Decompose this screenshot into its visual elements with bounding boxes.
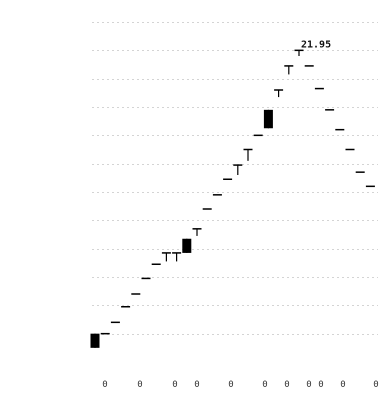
candle [192, 228, 202, 236]
candle-body [90, 333, 100, 348]
candle [274, 89, 284, 98]
candle-body [182, 238, 192, 253]
x-tick-label: 0 [228, 380, 233, 390]
candle-body [263, 109, 273, 129]
candle [233, 164, 243, 175]
x-tick-label: 0 [306, 380, 311, 390]
price-annotation: 21.95 [301, 39, 331, 50]
x-tick-label: 0 [262, 380, 267, 390]
candle [172, 252, 182, 262]
candle [284, 65, 294, 75]
candle [294, 49, 304, 56]
candle [243, 148, 253, 161]
x-tick-label: 0 [102, 380, 107, 390]
candle [90, 333, 100, 348]
candle [161, 252, 171, 262]
x-tick-label: 0 [318, 380, 323, 390]
x-tick-label: 0 [172, 380, 177, 390]
x-tick-label: 0 [137, 380, 142, 390]
candle [182, 238, 192, 253]
x-tick-label: 0 [194, 380, 199, 390]
x-tick-label: 0 [340, 380, 345, 390]
candle [263, 109, 273, 129]
candles [90, 49, 375, 348]
x-tick-label: 0 [373, 380, 378, 390]
grid-lines [92, 22, 378, 335]
x-tick-label: 0 [284, 380, 289, 390]
